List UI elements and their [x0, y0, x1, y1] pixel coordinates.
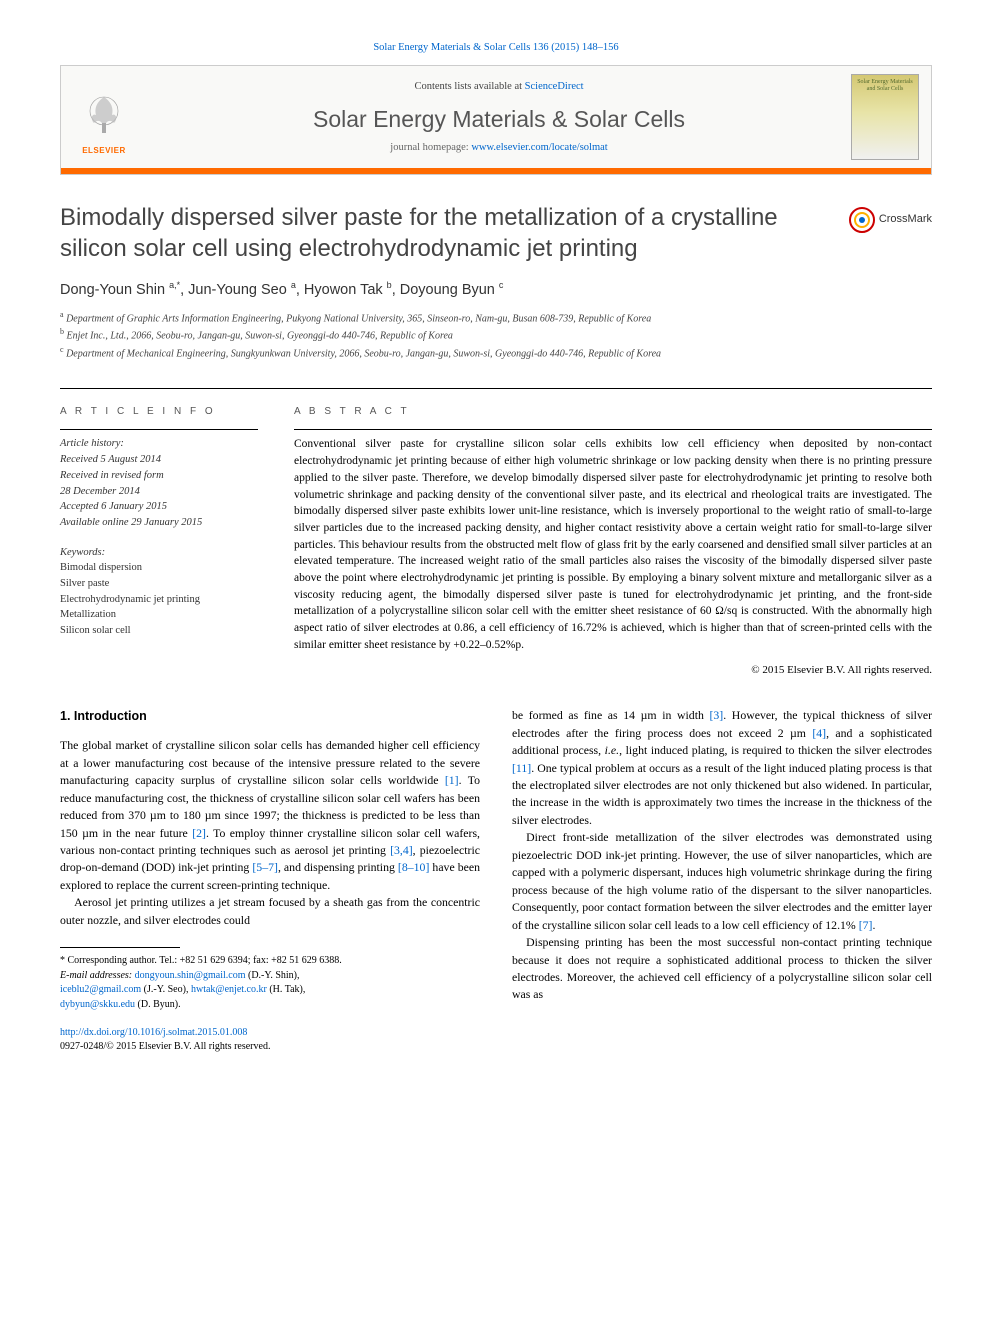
- crossmark-label: CrossMark: [879, 212, 932, 228]
- journal-homepage-line: journal homepage: www.elsevier.com/locat…: [147, 140, 851, 155]
- sciencedirect-link[interactable]: ScienceDirect: [525, 81, 584, 92]
- affiliations: a Department of Graphic Arts Information…: [60, 309, 932, 362]
- email-link[interactable]: iceblu2@gmail.com: [60, 984, 141, 995]
- keywords-label: Keywords:: [60, 545, 258, 560]
- cover-label-1: Solar Energy Materials: [857, 79, 913, 86]
- journal-cover-thumbnail: Solar Energy Materials and Solar Cells: [851, 74, 919, 160]
- body-paragraph: Aerosol jet printing utilizes a jet stre…: [60, 894, 480, 929]
- elsevier-tree-icon: [78, 91, 130, 143]
- homepage-prefix: journal homepage:: [390, 142, 471, 153]
- keywords-list: Bimodal dispersionSilver pasteElectrohyd…: [60, 560, 258, 639]
- journal-homepage-link[interactable]: www.elsevier.com/locate/solmat: [471, 142, 607, 153]
- contents-prefix: Contents lists available at: [414, 81, 524, 92]
- email-link[interactable]: hwtak@enjet.co.kr: [191, 984, 267, 995]
- email-link[interactable]: dybyun@skku.edu: [60, 999, 135, 1010]
- keyword: Electrohydrodynamic jet printing: [60, 592, 258, 608]
- doi-block: http://dx.doi.org/10.1016/j.solmat.2015.…: [60, 1026, 480, 1054]
- section-heading-intro: 1. Introduction: [60, 707, 480, 725]
- footnote-rule: [60, 947, 180, 948]
- doi-link[interactable]: http://dx.doi.org/10.1016/j.solmat.2015.…: [60, 1027, 247, 1038]
- body-paragraph: Dispensing printing has been the most su…: [512, 934, 932, 1004]
- accent-bar: [61, 168, 931, 174]
- keyword: Metallization: [60, 607, 258, 623]
- corresponding-author-note: * Corresponding author. Tel.: +82 51 629…: [60, 954, 480, 969]
- history-line: Received in revised form: [60, 468, 258, 484]
- author-list: Dong-Youn Shin a,*, Jun-Young Seo a, Hyo…: [60, 279, 932, 301]
- keyword: Silicon solar cell: [60, 623, 258, 639]
- history-lines: Received 5 August 2014Received in revise…: [60, 452, 258, 531]
- keyword: Bimodal dispersion: [60, 560, 258, 576]
- abstract-text: Conventional silver paste for crystallin…: [294, 429, 932, 653]
- abstract-copyright: © 2015 Elsevier B.V. All rights reserved…: [294, 663, 932, 679]
- history-line: Accepted 6 January 2015: [60, 499, 258, 515]
- journal-title: Solar Energy Materials & Solar Cells: [147, 103, 851, 136]
- email-addresses: E-mail addresses: dongyoun.shin@gmail.co…: [60, 969, 480, 1013]
- affiliation-line: c Department of Mechanical Engineering, …: [60, 344, 932, 362]
- history-line: Available online 29 January 2015: [60, 515, 258, 531]
- affiliation-line: a Department of Graphic Arts Information…: [60, 309, 932, 327]
- citation-header-link[interactable]: Solar Energy Materials & Solar Cells 136…: [373, 42, 618, 53]
- history-line: 28 December 2014: [60, 484, 258, 500]
- history-line: Received 5 August 2014: [60, 452, 258, 468]
- footnotes-block: * Corresponding author. Tel.: +82 51 629…: [60, 954, 480, 1012]
- cover-label-2: and Solar Cells: [867, 86, 904, 93]
- crossmark-badge[interactable]: CrossMark: [849, 207, 932, 233]
- abstract-label: A B S T R A C T: [294, 405, 932, 420]
- body-paragraph: The global market of crystalline silicon…: [60, 737, 480, 894]
- journal-banner: ELSEVIER Contents lists available at Sci…: [60, 65, 932, 175]
- crossmark-icon: [849, 207, 875, 233]
- affiliation-line: b Enjet Inc., Ltd., 2066, Seobu-ro, Jang…: [60, 326, 932, 344]
- publisher-logo: ELSEVIER: [73, 78, 135, 156]
- contents-available-line: Contents lists available at ScienceDirec…: [147, 79, 851, 94]
- history-label: Article history:: [60, 436, 258, 452]
- publisher-logo-text: ELSEVIER: [82, 145, 126, 157]
- body-paragraph: Direct front-side metallization of the s…: [512, 829, 932, 934]
- article-info-label: A R T I C L E I N F O: [60, 405, 258, 420]
- email-link[interactable]: dongyoun.shin@gmail.com: [135, 970, 246, 981]
- body-paragraph: be formed as fine as 14 µm in width [3].…: [512, 707, 932, 829]
- article-title: Bimodally dispersed silver paste for the…: [60, 203, 831, 264]
- issn-copyright-line: 0927-0248/© 2015 Elsevier B.V. All right…: [60, 1041, 270, 1052]
- keyword: Silver paste: [60, 576, 258, 592]
